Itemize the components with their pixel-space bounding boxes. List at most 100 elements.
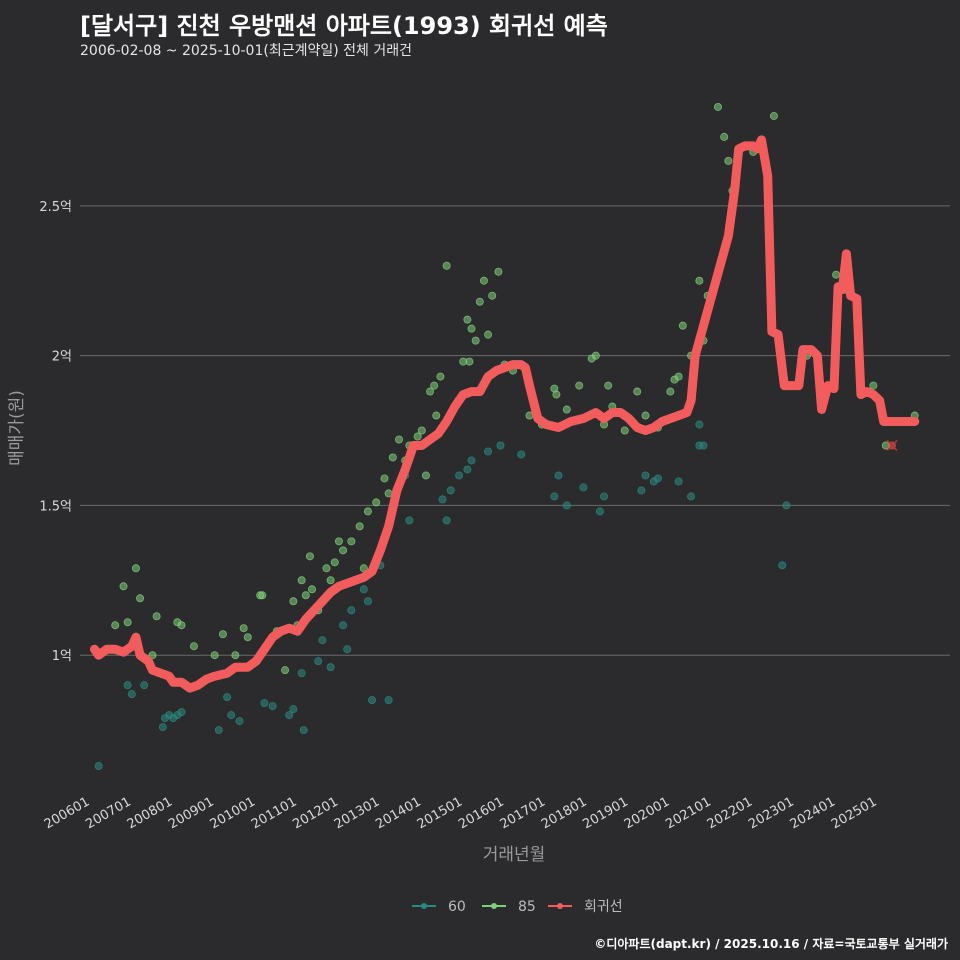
y-tick-label: 1.5억 (39, 499, 72, 514)
data-point-85 (218, 630, 227, 639)
data-point-60 (314, 657, 323, 666)
data-point-85 (388, 453, 397, 462)
data-point-60 (463, 465, 472, 474)
data-point-60 (517, 450, 526, 459)
data-point-85 (372, 498, 381, 507)
data-point-85 (258, 591, 267, 600)
x-tick-label: 201501 (415, 794, 465, 832)
data-point-85 (426, 387, 435, 396)
data-point-85 (243, 633, 252, 642)
x-tick-label: 200901 (166, 794, 216, 832)
data-point-85 (239, 624, 248, 633)
series-85-points (111, 102, 919, 675)
y-axis-ticks: 1억 1.5억 2억 2.5억 (39, 200, 72, 664)
data-point-60 (687, 492, 696, 501)
x-tick-label: 202001 (622, 794, 672, 832)
data-point-60 (484, 447, 493, 456)
x-tick-label: 201401 (373, 794, 423, 832)
data-point-85 (131, 564, 140, 573)
data-point-60 (442, 516, 451, 525)
data-point-85 (152, 612, 161, 621)
data-point-85 (363, 507, 372, 516)
x-tick-label: 201901 (580, 794, 630, 832)
data-point-60 (223, 693, 232, 702)
x-tick-label: 202101 (663, 794, 713, 832)
x-axis-ticks: 2006012007012008012009012010012011012012… (42, 794, 880, 832)
data-point-85 (666, 387, 675, 396)
data-point-60 (368, 696, 377, 705)
data-point-60 (235, 717, 244, 726)
data-point-60 (405, 516, 414, 525)
data-point-60 (455, 471, 464, 480)
data-point-85 (432, 411, 441, 420)
gridlines (80, 205, 950, 656)
data-point-60 (123, 681, 132, 690)
data-point-85 (326, 576, 335, 585)
data-point-60 (695, 420, 704, 429)
data-point-85 (417, 426, 426, 435)
data-point-85 (289, 597, 298, 606)
data-point-85 (604, 381, 613, 390)
x-tick-label: 200601 (42, 794, 92, 832)
data-point-85 (720, 132, 729, 141)
data-point-85 (123, 618, 132, 627)
legend-label: 85 (518, 899, 536, 915)
regression-series (90, 135, 920, 693)
legend-swatch-dot (491, 903, 497, 909)
data-point-85 (475, 297, 484, 306)
legend: 60 85 회귀선 (412, 899, 623, 915)
data-point-60 (158, 723, 167, 732)
footer-credit: ©디아파트(dapt.kr) / 2025.10.16 / 자료=국토교통부 실… (594, 937, 948, 951)
data-point-60 (467, 456, 476, 465)
data-point-85 (413, 432, 422, 441)
data-point-85 (307, 585, 316, 594)
x-tick-label: 201201 (290, 794, 340, 832)
prediction-cross-icon (886, 439, 898, 452)
data-point-85 (394, 435, 403, 444)
data-point-60 (600, 492, 609, 501)
y-axis-title: 매매가(원) (7, 390, 27, 466)
data-point-60 (359, 585, 368, 594)
data-point-85 (591, 351, 600, 360)
data-point-85 (436, 372, 445, 381)
data-point-60 (140, 681, 149, 690)
data-point-85 (322, 564, 331, 573)
data-point-85 (695, 276, 704, 285)
legend-swatch-dot (421, 903, 427, 909)
data-point-85 (421, 471, 430, 480)
data-point-85 (231, 651, 240, 660)
data-point-60 (363, 597, 372, 606)
data-point-85 (301, 591, 310, 600)
data-point-85 (484, 330, 493, 339)
data-point-60 (285, 711, 294, 720)
data-point-60 (299, 726, 308, 735)
data-point-85 (471, 336, 480, 345)
data-point-60 (127, 690, 136, 699)
y-tick-label: 1억 (52, 649, 72, 664)
data-point-85 (494, 267, 503, 276)
regression-line (90, 135, 920, 693)
data-point-85 (552, 390, 561, 399)
x-axis-title: 거래년월 (483, 845, 546, 865)
data-point-60 (318, 636, 327, 645)
data-point-85 (769, 111, 778, 120)
data-point-85 (714, 102, 723, 111)
chart-subtitle: 2006-02-08 ~ 2025-10-01(최근계약일) 전체 거래건 (80, 43, 412, 59)
data-point-85 (189, 642, 198, 651)
data-point-60 (674, 477, 683, 486)
x-tick-label: 201601 (456, 794, 506, 832)
data-point-60 (653, 474, 662, 483)
x-tick-label: 202401 (788, 794, 838, 832)
x-tick-label: 200701 (83, 794, 133, 832)
data-point-85 (562, 405, 571, 414)
data-point-60 (384, 696, 393, 705)
data-point-85 (430, 381, 439, 390)
data-point-60 (554, 471, 563, 480)
data-point-85 (119, 582, 128, 591)
data-point-60 (289, 705, 298, 714)
x-tick-label: 202301 (746, 794, 796, 832)
data-point-60 (637, 486, 646, 495)
data-point-85 (339, 546, 348, 555)
data-point-60 (260, 699, 269, 708)
data-point-85 (488, 291, 497, 300)
